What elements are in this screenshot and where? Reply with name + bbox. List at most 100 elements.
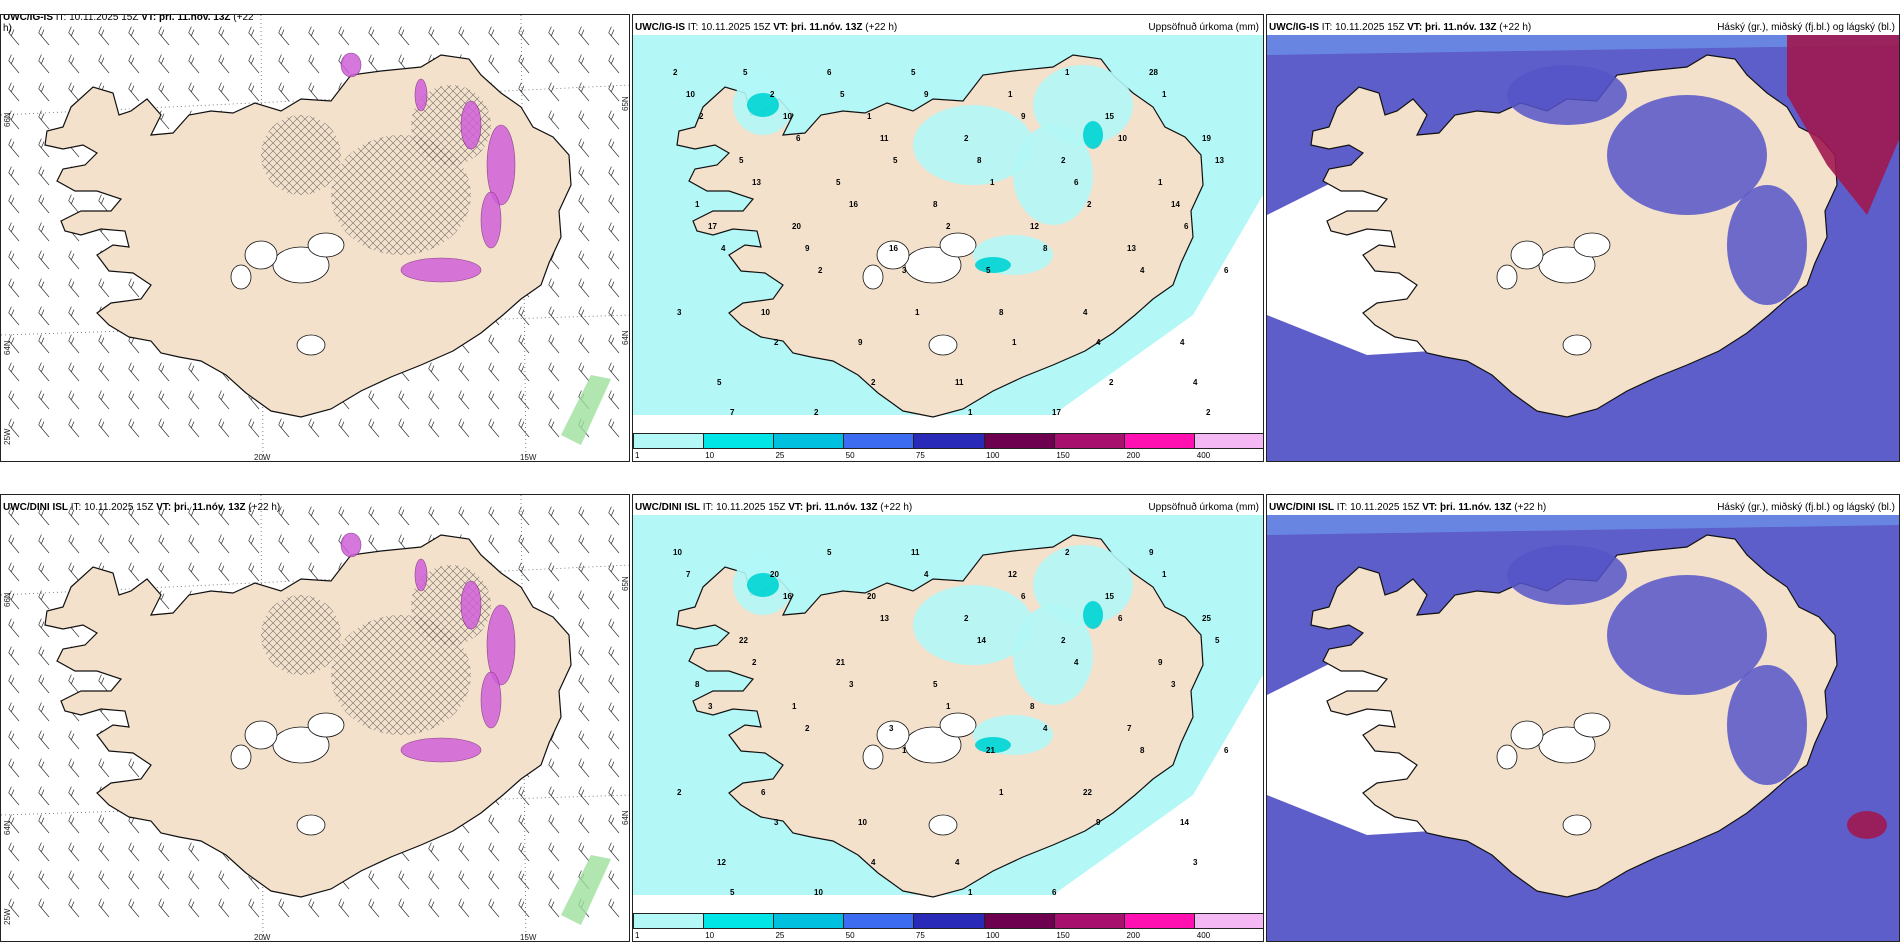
- barb-flag: [100, 393, 105, 400]
- barb-staff: [38, 708, 50, 722]
- barb-flag: [608, 534, 612, 541]
- precip-value: 10: [686, 90, 695, 99]
- barb-flag: [220, 85, 225, 92]
- barb-flag: [68, 278, 72, 285]
- barb-flag: [338, 418, 342, 425]
- barb-flag: [608, 306, 612, 313]
- barb-staff: [578, 848, 590, 862]
- colorbar-swatch: [634, 434, 705, 448]
- barb-flag: [580, 649, 585, 656]
- barb-flag: [248, 82, 252, 89]
- colorbar-label: 100: [986, 451, 1000, 460]
- wind-barb: [98, 26, 110, 46]
- barb-flag: [8, 590, 12, 597]
- wind-barb: [308, 506, 320, 526]
- wind-barb: [398, 26, 410, 46]
- barb-staff: [518, 424, 530, 438]
- barb-staff: [608, 200, 620, 214]
- precip-value: 1: [695, 200, 700, 209]
- barb-flag: [308, 54, 312, 61]
- barb-flag: [610, 141, 615, 148]
- precip-patch: [1033, 545, 1133, 625]
- barb-flag: [130, 817, 135, 824]
- barb-flag: [578, 758, 582, 765]
- barb-staff: [548, 876, 560, 890]
- precip-value: 1: [1158, 178, 1163, 187]
- barb-staff: [608, 904, 620, 918]
- barb-flag: [520, 393, 525, 400]
- colorbar-swatch: [704, 434, 775, 448]
- barb-flag: [158, 390, 162, 397]
- barb-flag: [38, 166, 42, 173]
- barb-flag: [100, 677, 105, 684]
- wind-barb: [308, 418, 320, 438]
- barb-staff: [518, 904, 530, 918]
- barb-flag: [10, 817, 15, 824]
- barb-flag: [280, 421, 285, 428]
- barb-flag: [428, 534, 432, 541]
- barb-flag: [40, 649, 45, 656]
- barb-flag: [70, 565, 75, 572]
- barb-staff: [458, 368, 470, 382]
- barb-flag: [610, 761, 615, 768]
- barb-flag: [580, 789, 585, 796]
- barb-flag: [608, 562, 612, 569]
- barb-flag: [518, 870, 522, 877]
- barb-staff: [8, 116, 20, 130]
- precip-value: 5: [911, 68, 916, 77]
- wind-barb: [188, 898, 200, 918]
- glacier: [1538, 246, 1596, 284]
- barb-flag: [578, 702, 582, 709]
- barb-flag: [550, 365, 555, 372]
- barb-flag: [130, 509, 135, 516]
- barb-flag: [548, 54, 552, 61]
- barb-flag: [610, 281, 615, 288]
- barb-staff: [518, 512, 530, 526]
- barb-flag: [520, 337, 525, 344]
- barb-staff: [218, 396, 230, 410]
- wind-barb: [8, 54, 20, 74]
- barb-staff: [218, 876, 230, 890]
- valid-time: VT: þri. 11.nóv. 13Z: [156, 502, 246, 513]
- barb-staff: [608, 820, 620, 834]
- barb-flag: [10, 281, 15, 288]
- barb-flag: [188, 842, 192, 849]
- barb-flag: [158, 898, 162, 905]
- barb-flag: [580, 705, 585, 712]
- glacier: [296, 334, 326, 356]
- glacier: [307, 232, 345, 258]
- barb-flag: [308, 898, 312, 905]
- barb-flag: [578, 110, 582, 117]
- barb-flag: [8, 758, 12, 765]
- barb-staff: [578, 340, 590, 354]
- barb-flag: [518, 334, 522, 341]
- barb-flag: [10, 845, 15, 852]
- pink-precip: [460, 580, 482, 630]
- barb-flag: [578, 54, 582, 61]
- barb-flag: [460, 901, 465, 908]
- barb-flag: [608, 26, 612, 33]
- barb-staff: [368, 512, 380, 526]
- precip-value: 21: [836, 658, 845, 667]
- colorbar-label: 50: [845, 451, 855, 460]
- barb-flag: [460, 365, 465, 372]
- wind-barb: [518, 334, 530, 354]
- barb-staff: [278, 568, 290, 582]
- barb-flag: [160, 565, 165, 572]
- barb-flag: [488, 418, 492, 425]
- colorbar-label: 200: [1126, 931, 1140, 940]
- wind-barb: [188, 562, 200, 582]
- glacier: [230, 744, 252, 770]
- barb-staff: [98, 764, 110, 778]
- map-canvas: [1267, 495, 1899, 941]
- barb-staff: [338, 904, 350, 918]
- barb-staff: [428, 424, 440, 438]
- barb-flag: [100, 901, 105, 908]
- barb-flag: [460, 29, 465, 36]
- precip-value: 17: [1052, 408, 1061, 417]
- precip-value: 12: [1008, 570, 1017, 579]
- barb-flag: [130, 393, 135, 400]
- barb-flag: [548, 758, 552, 765]
- precip-value: 2: [805, 724, 810, 733]
- barb-staff: [368, 904, 380, 918]
